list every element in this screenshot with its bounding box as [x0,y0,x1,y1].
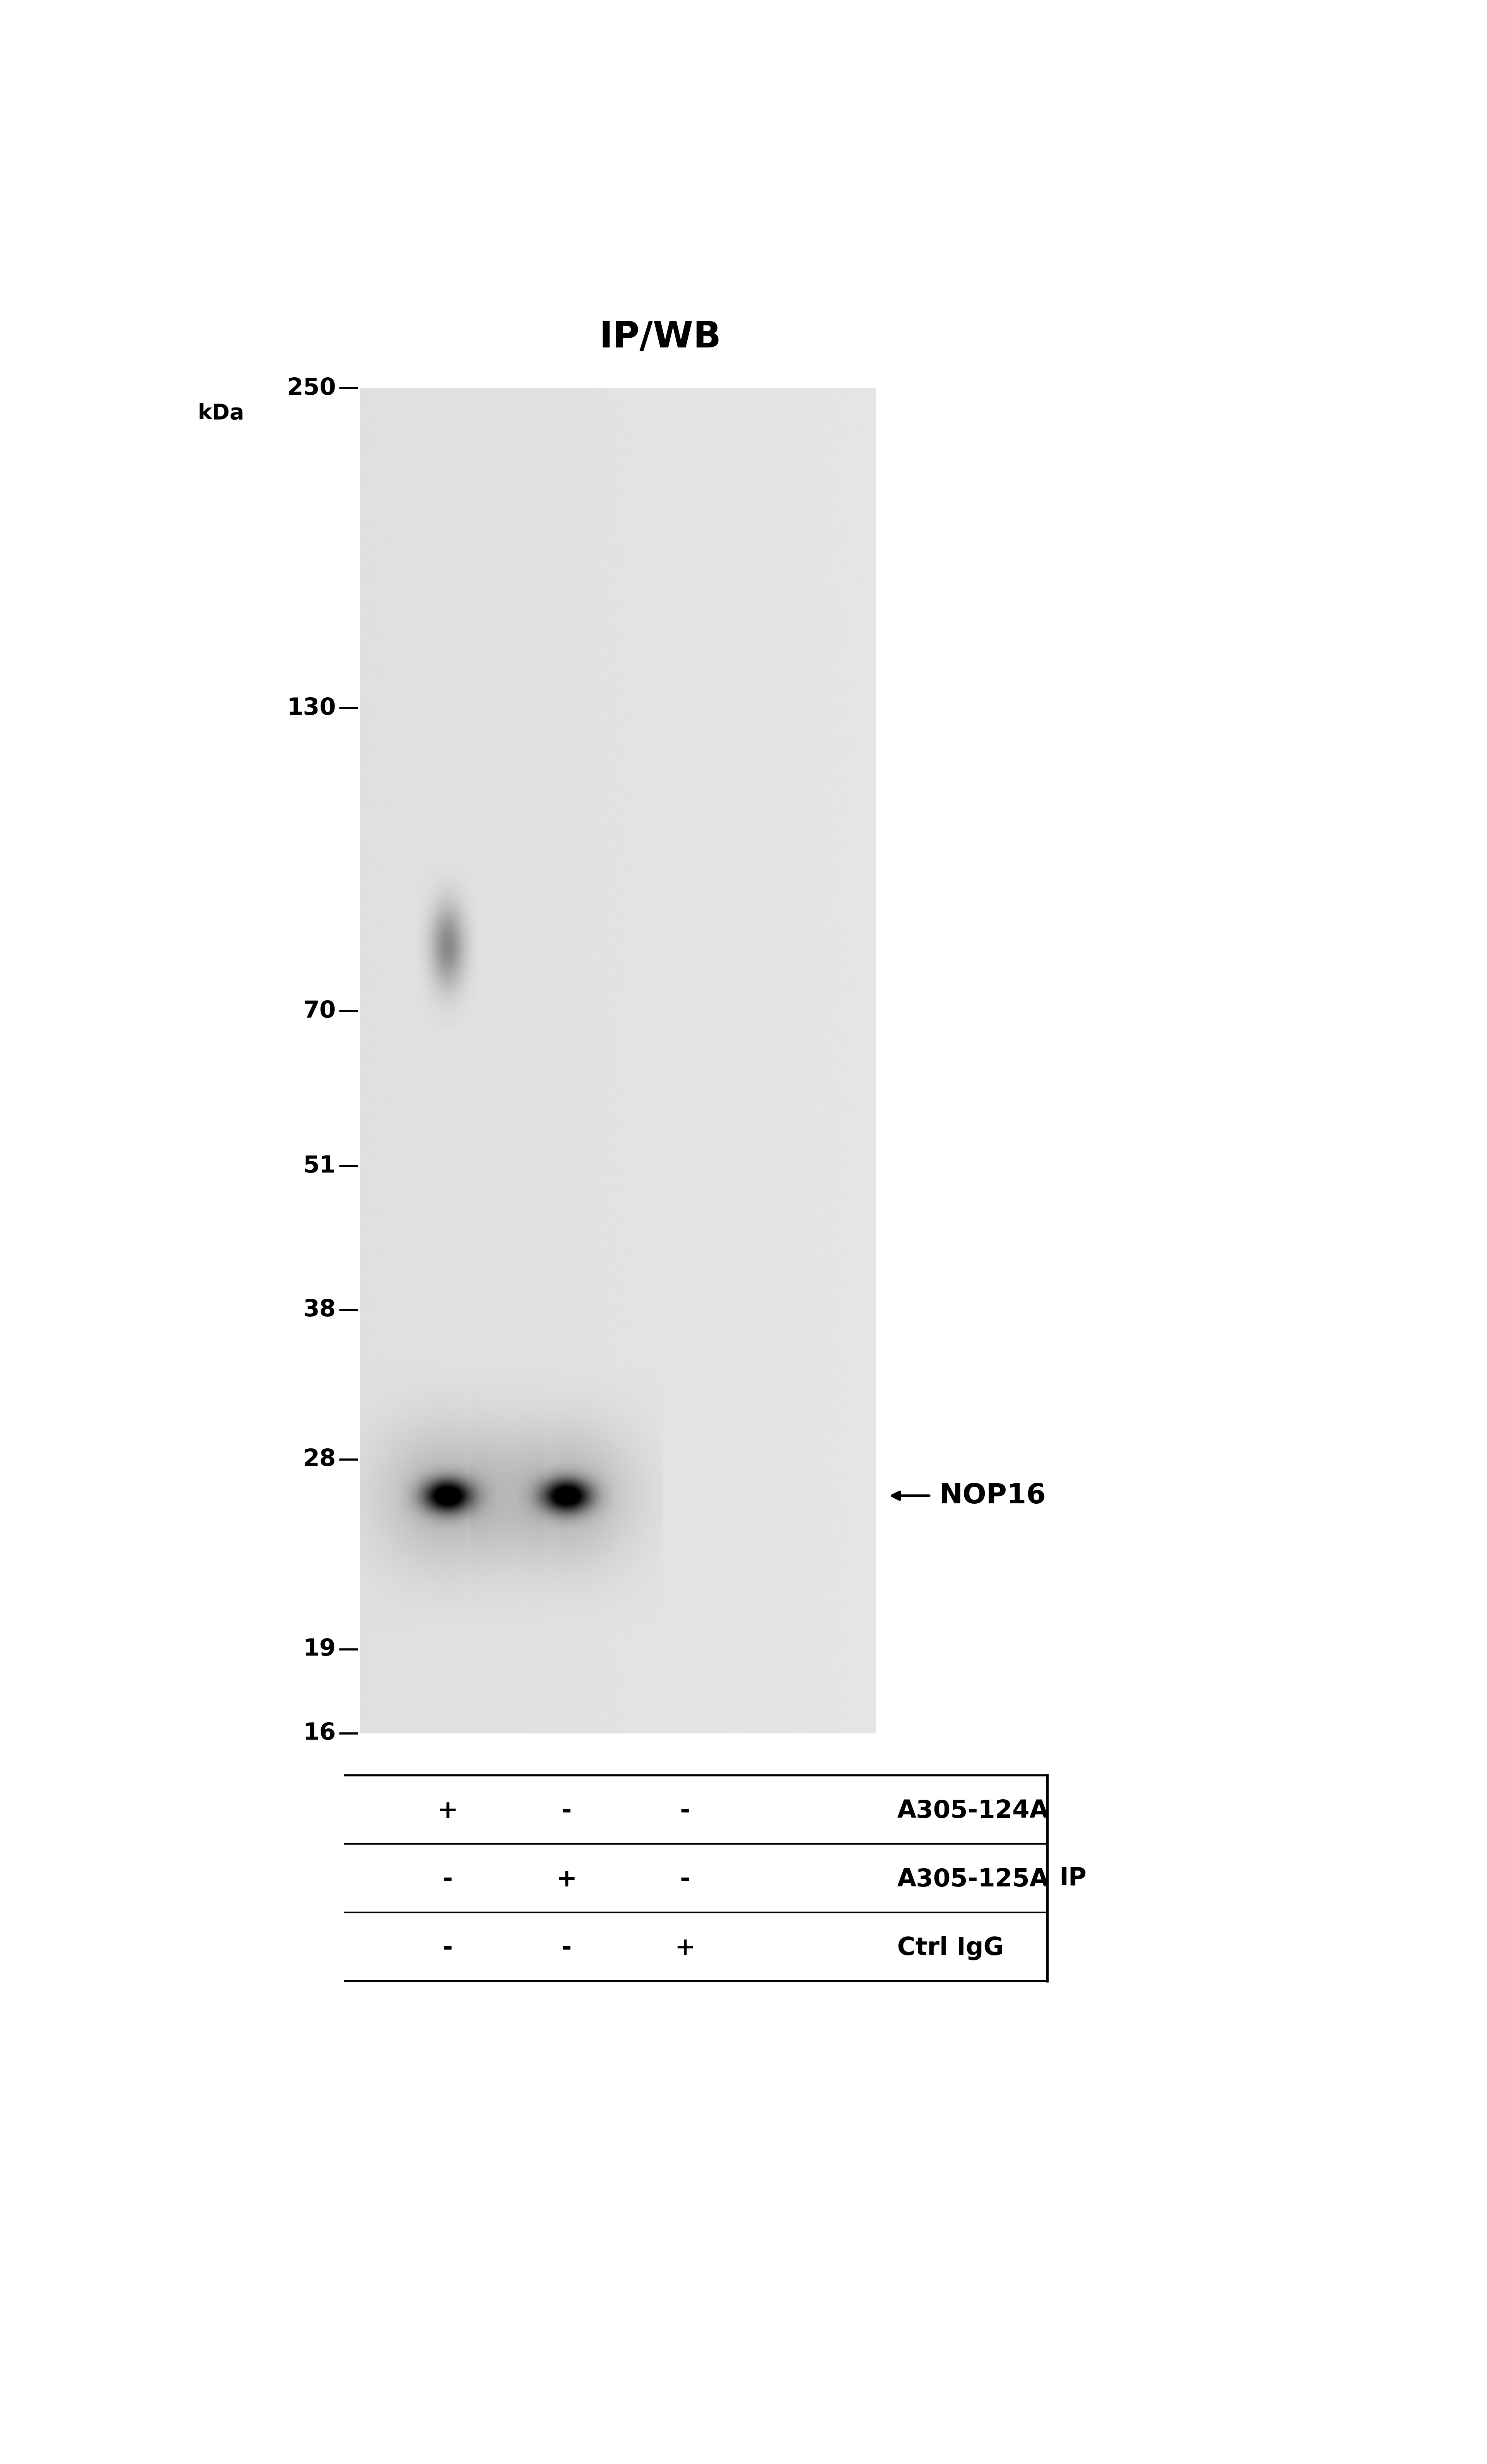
Text: A305-125A: A305-125A [897,1868,1048,1892]
Text: A305-124A: A305-124A [897,1799,1048,1823]
Text: IP/WB: IP/WB [599,320,721,355]
Text: 70: 70 [303,1000,336,1023]
Text: IP: IP [1059,1865,1087,1890]
Text: kDa: kDa [198,404,244,424]
Text: 19: 19 [303,1639,336,1661]
Text: Ctrl IgG: Ctrl IgG [897,1937,1004,1961]
Text: +: + [556,1868,577,1892]
Text: -: - [561,1937,571,1959]
Text: 51: 51 [303,1156,336,1178]
Text: NOP16: NOP16 [940,1483,1045,1508]
Text: -: - [561,1799,571,1823]
Text: 130: 130 [287,697,336,719]
Text: 250: 250 [287,377,336,399]
Text: 16: 16 [303,1722,336,1745]
Text: 38: 38 [303,1299,336,1321]
Text: +: + [675,1937,696,1959]
Text: +: + [437,1799,458,1823]
Text: -: - [680,1799,690,1823]
Text: -: - [680,1868,690,1892]
Text: 28: 28 [303,1449,336,1471]
Text: -: - [443,1937,454,1959]
Text: -: - [443,1868,454,1892]
